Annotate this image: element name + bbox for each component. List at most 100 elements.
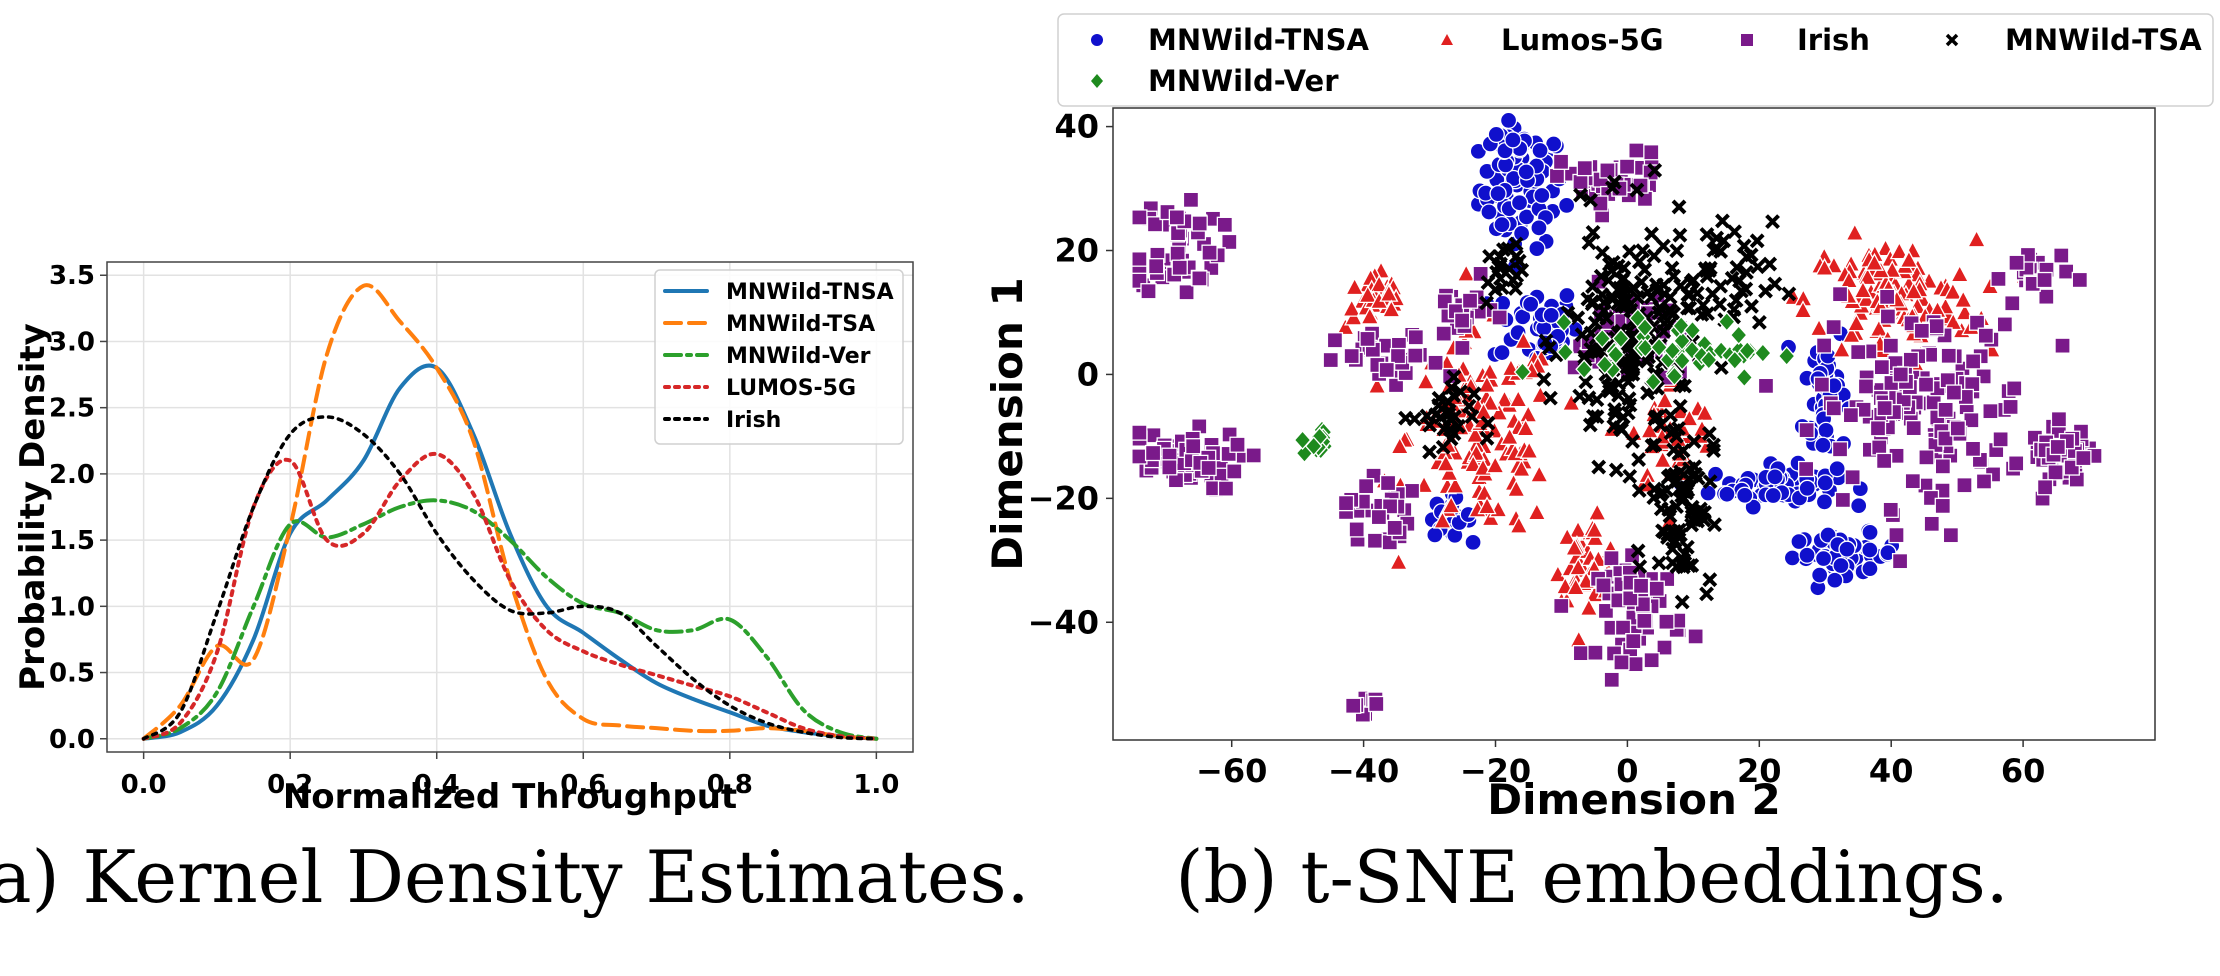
tsne-legend-box xyxy=(1057,13,2214,107)
tsne-point xyxy=(1446,426,1462,442)
tsne-point xyxy=(1707,517,1722,533)
tsne-point xyxy=(1593,328,1612,349)
tsne-point xyxy=(1861,541,1879,559)
tsne-point xyxy=(2075,449,2092,467)
tsne-point xyxy=(1713,360,1729,376)
tsne-point xyxy=(1869,420,1887,437)
tsne-point xyxy=(1861,559,1879,578)
tsne-point xyxy=(1485,455,1505,474)
tsne-point xyxy=(1131,251,1148,268)
kde-legend-label: LUMOS-5G xyxy=(726,376,856,401)
tsne-point xyxy=(1557,196,1576,215)
tsne-point xyxy=(1844,469,1861,486)
tsne-point xyxy=(1191,270,1208,287)
tsne-point xyxy=(1636,317,1654,338)
tsne-point xyxy=(1345,277,1365,296)
tsne-point xyxy=(1648,580,1665,597)
tsne-point xyxy=(1502,261,1517,277)
tsne-point xyxy=(1632,577,1650,594)
tsne-point xyxy=(1940,347,1957,364)
tsne-point xyxy=(1753,343,1772,364)
tsne-point xyxy=(1564,537,1585,556)
tsne-point xyxy=(1918,449,1935,466)
tsne-point xyxy=(1480,361,1500,380)
tsne-point xyxy=(1570,310,1586,326)
tsne-point xyxy=(1635,243,1651,259)
tsne-point xyxy=(1718,485,1736,503)
tsne-point xyxy=(1625,632,1642,650)
tsne-point xyxy=(1390,436,1410,455)
tsne-point xyxy=(1630,543,1646,559)
tsne-point xyxy=(1673,330,1691,351)
tsne-y-tick-label: 20 xyxy=(1054,232,1099,270)
tsne-point xyxy=(1593,268,1609,284)
tsne-point xyxy=(1669,559,1685,574)
tsne-point xyxy=(1407,411,1422,427)
tsne-point xyxy=(1644,371,1663,392)
tsne-point xyxy=(1348,521,1365,538)
tsne-point xyxy=(1631,452,1647,467)
tsne-point xyxy=(1131,209,1148,226)
tsne-point xyxy=(1846,313,1866,332)
tsne-point xyxy=(1530,219,1548,237)
tsne-point xyxy=(1595,354,1614,375)
tsne-point xyxy=(1358,284,1378,304)
tsne-point xyxy=(1814,257,1835,276)
tsne-point xyxy=(1879,308,1897,325)
tsne-point xyxy=(1875,452,1893,470)
tsne-point xyxy=(1345,697,1362,714)
tsne-point xyxy=(1632,559,1648,575)
tsne-point xyxy=(1834,491,1852,509)
tsne-point xyxy=(1904,473,1921,490)
tsne-point xyxy=(2053,247,2070,264)
tsne-point xyxy=(1504,131,1522,149)
tsne-point xyxy=(1489,402,1509,421)
kde-lines xyxy=(141,283,879,741)
tsne-point xyxy=(2038,288,2055,305)
tsne-point xyxy=(1589,409,1605,425)
tsne-point xyxy=(1436,421,1452,437)
tsne-point xyxy=(1699,349,1718,370)
tsne-point xyxy=(1832,556,1850,575)
tsne-point xyxy=(1706,443,1721,458)
kde-x-tick-label: 0.2 xyxy=(267,770,313,800)
tsne-point xyxy=(1669,243,1685,259)
tsne-legend-label: MNWild-Ver xyxy=(1148,64,1339,98)
tsne-point xyxy=(1701,426,1717,442)
kde-legend-label: Irish xyxy=(726,408,781,433)
tsne-point xyxy=(1221,233,1238,251)
tsne-point xyxy=(1627,656,1644,673)
tsne-point xyxy=(1736,486,1754,504)
tsne-point xyxy=(1182,191,1200,208)
tsne-point xyxy=(2049,438,2066,456)
tsne-point xyxy=(1682,300,1698,316)
tsne-point xyxy=(1144,444,1162,462)
tsne-point xyxy=(1882,501,1899,518)
tsne-x-tick-label: −40 xyxy=(1328,752,1399,790)
tsne-point xyxy=(1304,436,1323,457)
tsne-point xyxy=(1579,597,1599,616)
tsne-point xyxy=(2004,295,2021,312)
tsne-point xyxy=(1934,497,1951,515)
tsne-point xyxy=(1439,462,1459,482)
tsne-point xyxy=(1511,458,1532,477)
tsne-point xyxy=(1942,527,1960,544)
tsne-legend-item: MNWild-Ver xyxy=(1091,64,1339,98)
tsne-point xyxy=(1709,241,1725,256)
tsne-point xyxy=(1436,453,1456,472)
tsne-points xyxy=(1131,111,2103,723)
tsne-point xyxy=(1512,224,1531,243)
kde-legend-label: MNWild-TNSA xyxy=(726,280,894,305)
tsne-point xyxy=(1619,292,1635,308)
tsne-point xyxy=(1140,283,1157,300)
tsne-point xyxy=(1629,182,1645,198)
tsne-point xyxy=(1594,245,1610,261)
tsne-point xyxy=(1850,343,1867,361)
tsne-point xyxy=(1605,180,1620,196)
tsne-legend-marker xyxy=(1945,33,1959,47)
tsne-panel: −60 −40 −20 0 20 40 60 40 20 0 −20 −40 Dimension 2… xyxy=(983,13,2214,919)
tsne-point xyxy=(1945,384,1963,401)
tsne-point xyxy=(2002,398,2019,416)
tsne-point xyxy=(1733,283,1749,299)
tsne-point xyxy=(1522,295,1540,313)
